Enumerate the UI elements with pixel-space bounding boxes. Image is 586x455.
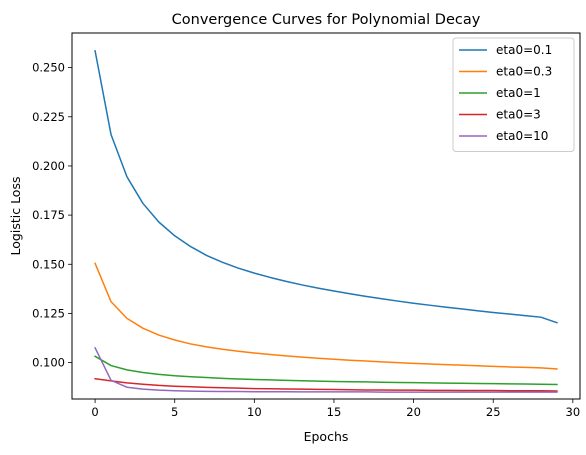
y-axis: 0.100 0.125 0.150 0.175 0.200 0.225 0.250 (32, 61, 72, 370)
legend: eta0=0.1 eta0=0.3 eta0=1 eta0=3 eta0=10 (452, 37, 575, 152)
plot-area (94, 50, 558, 393)
x-axis-label: Epochs (304, 429, 349, 444)
series-line-3 (94, 377, 558, 392)
y-tick-label: 0.200 (32, 159, 65, 173)
x-tick-label: 25 (486, 405, 501, 419)
y-tick-label: 0.250 (32, 61, 65, 75)
legend-label-0: eta0=0.1 (496, 43, 552, 57)
legend-label-3: eta0=3 (496, 108, 541, 122)
series-line-0 (94, 50, 558, 324)
y-tick-label: 0.100 (32, 356, 65, 370)
x-tick-label: 10 (247, 405, 262, 419)
y-axis-label: Logistic Loss (8, 177, 23, 256)
x-tick-label: 5 (171, 405, 178, 419)
y-tick-label: 0.175 (32, 208, 65, 222)
x-tick-label: 20 (406, 405, 421, 419)
x-axis: 0 5 10 15 20 25 30 (91, 399, 580, 419)
legend-label-1: eta0=0.3 (496, 65, 552, 79)
chart-title: Convergence Curves for Polynomial Decay (172, 12, 481, 28)
series-line-4 (94, 346, 558, 393)
legend-box (452, 37, 575, 152)
legend-label-2: eta0=1 (496, 86, 541, 100)
y-tick-label: 0.225 (32, 110, 65, 124)
x-tick-label: 0 (91, 405, 98, 419)
series-line-1 (94, 262, 558, 370)
legend-label-4: eta0=10 (496, 129, 548, 143)
axes-frame (71, 32, 581, 400)
y-tick-label: 0.125 (32, 306, 65, 320)
series-line-2 (94, 355, 558, 386)
x-tick-label: 30 (566, 405, 581, 419)
y-tick-label: 0.150 (32, 257, 65, 271)
x-tick-label: 15 (327, 405, 342, 419)
